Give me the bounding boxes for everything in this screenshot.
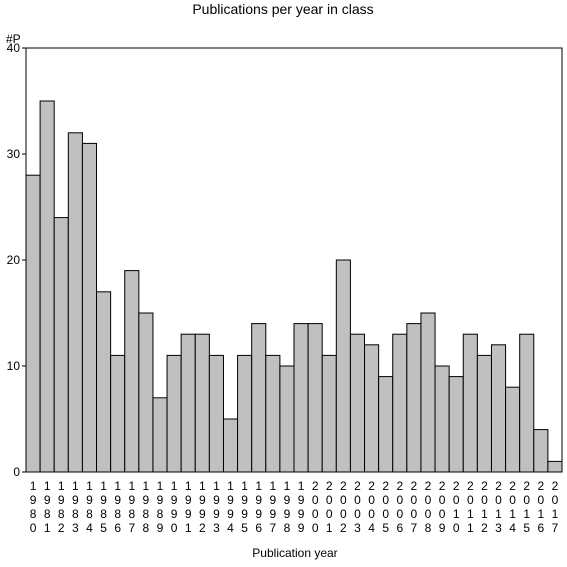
bar-1980 (25, 174, 41, 473)
bar-1990 (166, 354, 182, 473)
bar-1986 (110, 354, 126, 473)
bar-2015 (519, 333, 535, 473)
bar-1988 (138, 312, 154, 473)
bar-1995 (237, 354, 253, 473)
bar-1999 (293, 323, 309, 473)
bar-2002 (335, 259, 351, 473)
y-axis-label: #P (6, 32, 21, 46)
bar-2007 (406, 323, 422, 473)
bar-2012 (476, 354, 492, 473)
bar-1987 (124, 270, 140, 473)
bar-1998 (279, 365, 295, 473)
bar-2017 (547, 460, 563, 473)
bar-2004 (364, 344, 380, 473)
bar-1991 (180, 333, 196, 473)
bar-2008 (420, 312, 436, 473)
bar-2003 (349, 333, 366, 473)
plot-frame (25, 47, 563, 473)
bar-2014 (505, 386, 521, 473)
bar-1984 (81, 142, 98, 473)
y-tick-label: 10 (7, 359, 21, 373)
bar-1997 (265, 354, 281, 473)
x-axis-ticks: 1 9 8 0 1 9 8 1 1 9 8 2 1 9 8 3 1 9 8 4 1 9 8 5 1 9 8 6 1 9 8 7 1 9 8 8 1 9 8 9… (30, 479, 559, 535)
bar-1989 (152, 397, 168, 473)
y-tick-label: 0 (13, 465, 20, 479)
bar-2013 (490, 344, 507, 473)
y-tick-label: 30 (7, 147, 21, 161)
y-axis-ticks: 0 10 20 30 40 (7, 41, 26, 479)
chart-title: Publications per year in class (192, 1, 373, 17)
bar-1992 (194, 333, 210, 473)
bar-1996 (251, 323, 267, 473)
y-tick-label: 20 (7, 253, 21, 267)
bar-2016 (533, 429, 549, 473)
bar-1994 (222, 418, 239, 473)
bar-2000 (307, 323, 323, 473)
x-axis-label: Publication year (252, 546, 337, 560)
bar-2001 (321, 354, 337, 473)
bar-2005 (378, 376, 394, 473)
bar-1993 (208, 354, 224, 473)
bar-1985 (96, 291, 112, 473)
bar-1982 (53, 217, 69, 473)
bar-2010 (448, 376, 464, 473)
bars (25, 100, 563, 473)
bar-2011 (462, 333, 478, 473)
bar-2006 (392, 333, 408, 473)
bar-1981 (39, 100, 55, 473)
bar-2009 (434, 365, 450, 473)
bar-1983 (67, 132, 83, 473)
y-tick-label: 40 (7, 41, 21, 55)
